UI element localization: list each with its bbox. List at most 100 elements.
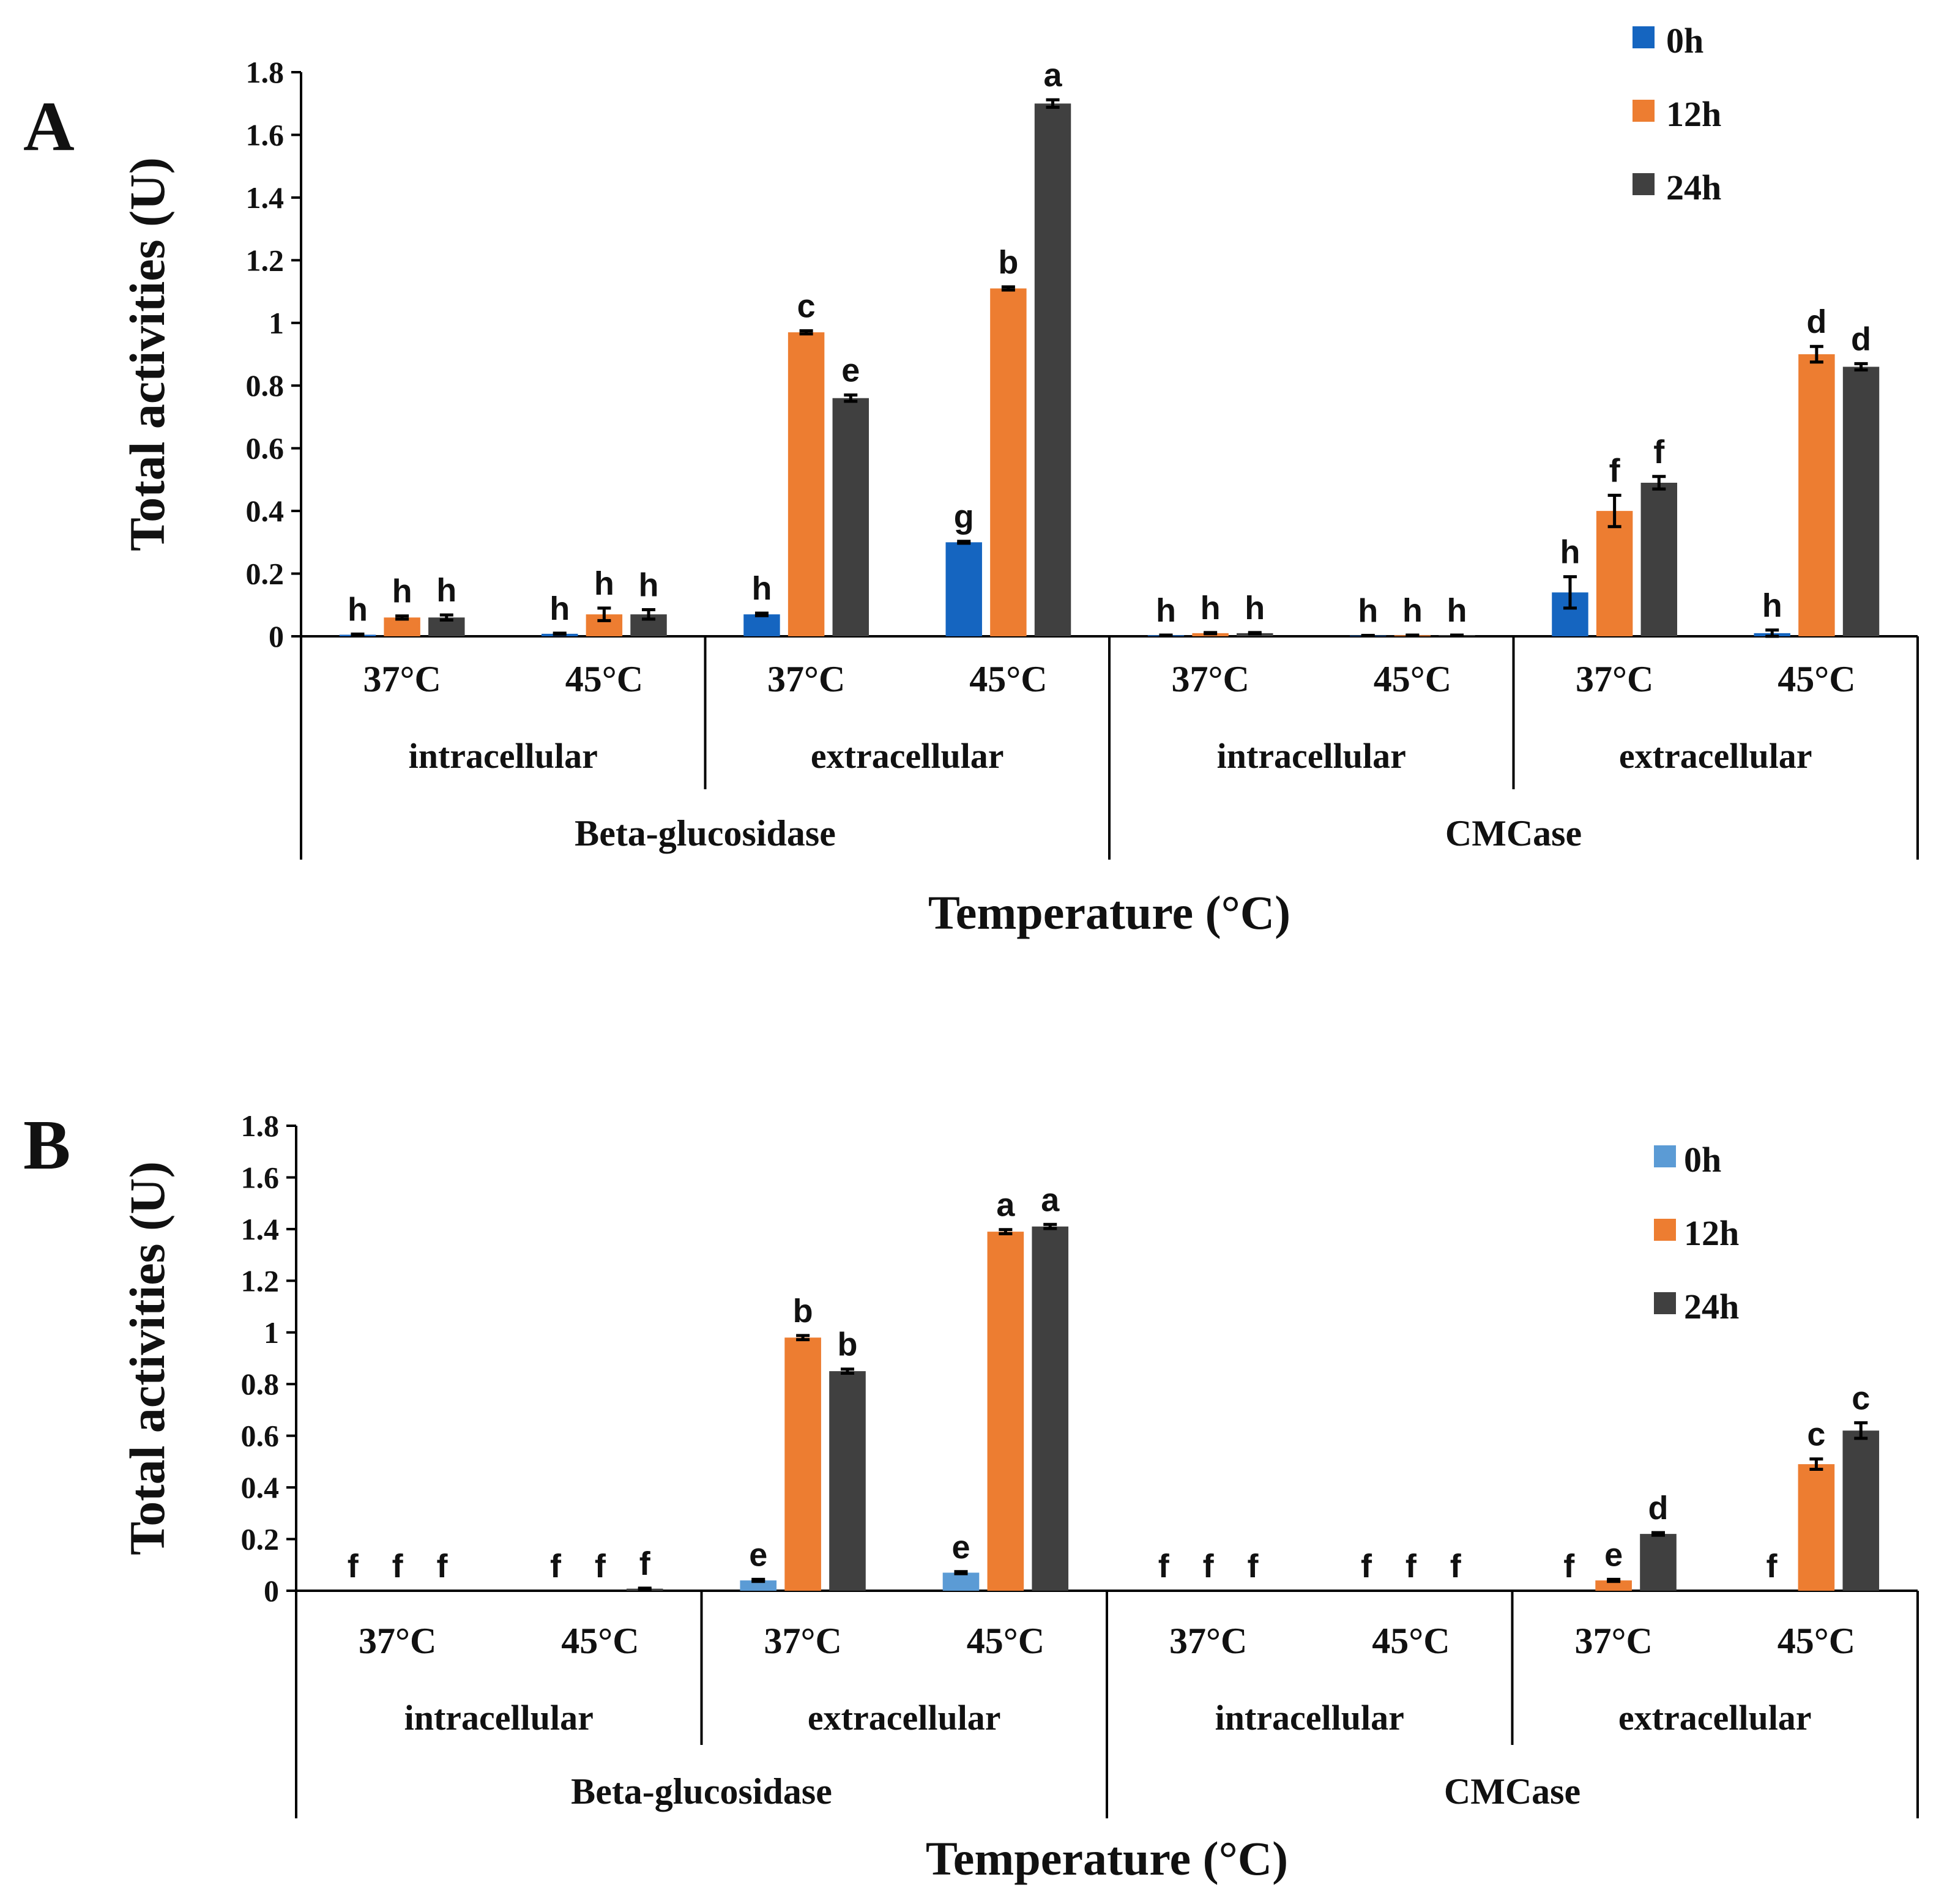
significance-letter: f — [1158, 1548, 1170, 1585]
legend-swatch-24h — [1654, 1292, 1676, 1314]
significance-letter: g — [954, 499, 974, 535]
x-group-label: extracellular — [808, 1698, 1001, 1738]
x-category-label: 37°C — [1171, 659, 1249, 699]
significance-letter: f — [1767, 1548, 1778, 1585]
bar-24h-cat-4 — [1034, 103, 1071, 636]
significance-letter: f — [1248, 1548, 1259, 1585]
bar-0h-cat-4 — [942, 1572, 980, 1591]
bar-0h-cat-3 — [740, 1580, 777, 1591]
y-tick-label: 1.6 — [246, 117, 285, 152]
significance-letter: a — [1044, 57, 1063, 94]
significance-letter: f — [1609, 453, 1621, 489]
significance-letter: f — [1563, 1548, 1575, 1585]
significance-letter: h — [594, 565, 614, 602]
significance-letter: h — [348, 591, 368, 628]
y-tick-label: 1.8 — [241, 1109, 280, 1143]
y-tick-label: 0.2 — [241, 1522, 280, 1556]
significance-letter: b — [998, 244, 1018, 281]
bar-24h-cat-3 — [832, 398, 869, 636]
x-group-label: intracellular — [1217, 736, 1406, 776]
y-tick-label: 1 — [264, 1315, 279, 1350]
significance-letter: f — [1450, 1548, 1462, 1585]
x-category-label: 37°C — [1169, 1621, 1247, 1661]
significance-letter: c — [1807, 1416, 1825, 1453]
x-category-label: 45°C — [565, 659, 643, 699]
bar-0h-cat-4 — [945, 542, 982, 636]
significance-letter: h — [751, 570, 772, 607]
bar-12h-cat-3 — [784, 1337, 821, 1591]
x-category-label: 45°C — [561, 1621, 639, 1661]
x-axis-title: Temperature (°C) — [926, 1832, 1288, 1885]
bar-12h-cat-7 — [1596, 511, 1633, 636]
y-tick-label: 0.8 — [241, 1367, 280, 1401]
bar-24h-cat-4 — [1032, 1226, 1069, 1591]
x-enzyme-label: Beta-glucosidase — [575, 813, 836, 853]
x-category-label: 45°C — [967, 1621, 1044, 1661]
legend-label-0h: 0h — [1684, 1140, 1721, 1180]
panel-label: A — [23, 87, 75, 166]
x-category-label: 37°C — [1576, 659, 1653, 699]
significance-letter: h — [1245, 590, 1265, 627]
x-group-label: extracellular — [1618, 1698, 1812, 1738]
legend-label-0h: 0h — [1666, 21, 1703, 61]
bar-24h-cat-8 — [1842, 1430, 1880, 1591]
x-enzyme-label: CMCase — [1445, 813, 1582, 853]
bar-12h-cat-4 — [987, 1232, 1024, 1591]
bar-12h-cat-8 — [1798, 354, 1835, 636]
significance-letter: e — [951, 1529, 970, 1566]
legend-label-24h: 24h — [1684, 1287, 1739, 1326]
significance-letter: h — [639, 567, 659, 603]
significance-letter: f — [1361, 1548, 1372, 1585]
x-group-label: extracellular — [1619, 736, 1812, 776]
significance-letter: h — [549, 590, 570, 627]
x-group-label: intracellular — [404, 1698, 594, 1738]
significance-letter: h — [1560, 534, 1580, 571]
significance-letter: h — [1402, 592, 1423, 629]
x-category-label: 45°C — [1778, 659, 1855, 699]
x-group-label: intracellular — [409, 736, 598, 776]
significance-letter: b — [793, 1293, 813, 1329]
significance-letter: e — [841, 352, 860, 389]
significance-letter: c — [1852, 1380, 1870, 1417]
x-group-label: extracellular — [811, 736, 1004, 776]
x-category-label: 45°C — [1374, 659, 1451, 699]
x-enzyme-label: CMCase — [1444, 1771, 1580, 1812]
bar-24h-cat-7 — [1640, 1534, 1677, 1591]
significance-letter: e — [1604, 1536, 1623, 1573]
bar-12h-cat-8 — [1798, 1464, 1835, 1591]
panel-label: B — [23, 1106, 70, 1184]
significance-letter: f — [437, 1548, 449, 1585]
y-axis-title: Total activities (U) — [119, 1161, 175, 1555]
significance-letter: d — [1851, 321, 1871, 357]
legend-label-24h: 24h — [1666, 168, 1721, 207]
x-enzyme-label: Beta-glucosidase — [571, 1771, 832, 1812]
y-tick-label: 0.6 — [246, 431, 285, 466]
significance-letter: h — [1156, 592, 1176, 629]
x-category-label: 37°C — [359, 1621, 436, 1661]
bar-24h-cat-7 — [1640, 483, 1678, 636]
y-tick-label: 1.2 — [246, 243, 285, 277]
significance-letter: f — [639, 1545, 651, 1582]
significance-letter: a — [996, 1187, 1015, 1224]
y-axis-title: Total activities (U) — [119, 157, 175, 551]
x-category-label: 45°C — [1778, 1621, 1855, 1661]
y-tick-label: 0 — [264, 1574, 279, 1608]
y-tick-label: 1.4 — [246, 180, 285, 215]
bar-0h-cat-3 — [743, 614, 780, 636]
y-tick-label: 1.8 — [246, 55, 285, 89]
x-axis-title: Temperature (°C) — [928, 886, 1290, 939]
legend-swatch-24h — [1633, 173, 1655, 195]
y-tick-label: 0 — [269, 619, 284, 653]
x-category-label: 37°C — [767, 659, 845, 699]
significance-letter: f — [595, 1548, 606, 1585]
bar-24h-cat-3 — [829, 1371, 866, 1591]
significance-letter: e — [749, 1536, 767, 1573]
bar-12h-cat-7 — [1595, 1580, 1632, 1591]
significance-letter: h — [1447, 592, 1467, 629]
legend-swatch-0h — [1633, 26, 1655, 48]
legend-swatch-12h — [1654, 1219, 1676, 1241]
significance-letter: h — [1358, 592, 1378, 629]
